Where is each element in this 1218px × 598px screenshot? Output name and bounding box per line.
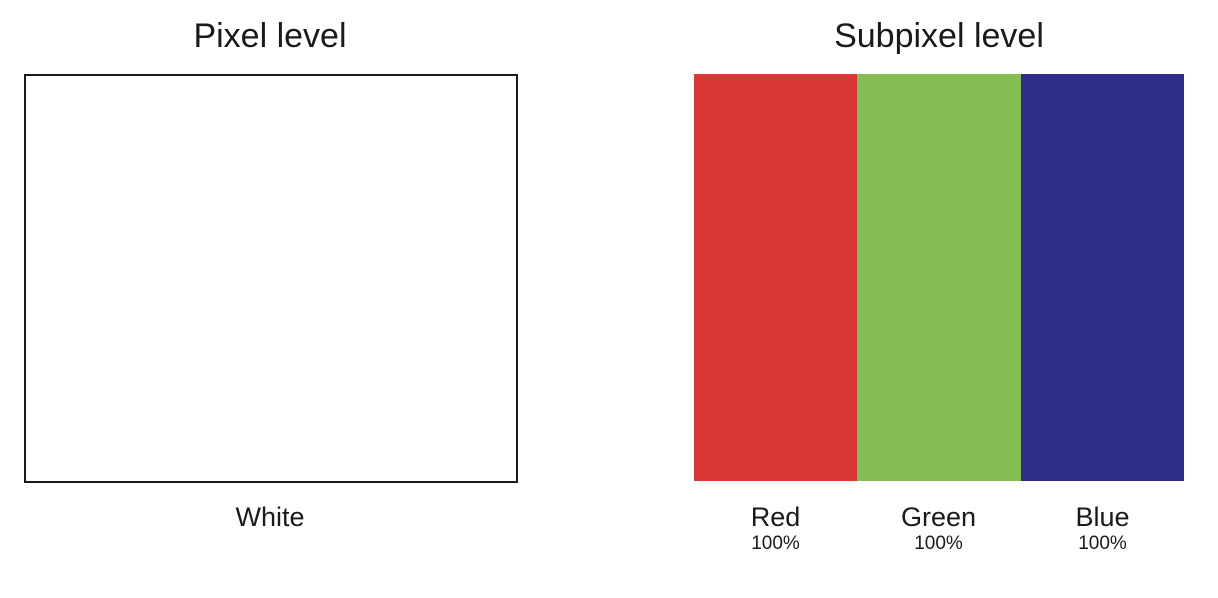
red-subpixel-label: Red 100% <box>694 499 857 553</box>
white-pixel-square <box>24 74 518 483</box>
pixel-level-title: Pixel level <box>193 17 347 55</box>
blue-subpixel-name: Blue <box>1075 502 1130 532</box>
blue-subpixel-level: 100% <box>1078 533 1127 554</box>
subpixel-level-title: Subpixel level <box>834 17 1044 55</box>
green-subpixel-label: Green 100% <box>857 499 1020 553</box>
green-subpixel-level: 100% <box>914 533 963 554</box>
blue-subpixel <box>1020 74 1184 481</box>
subpixel-strip <box>694 74 1184 481</box>
green-subpixel <box>857 74 1021 481</box>
red-subpixel-level: 100% <box>751 533 800 554</box>
pixel-color-label: White <box>235 502 305 532</box>
blue-subpixel-label: Blue 100% <box>1021 499 1184 553</box>
red-subpixel-name: Red <box>750 502 801 532</box>
red-subpixel <box>694 74 858 481</box>
green-subpixel-name: Green <box>900 502 977 532</box>
